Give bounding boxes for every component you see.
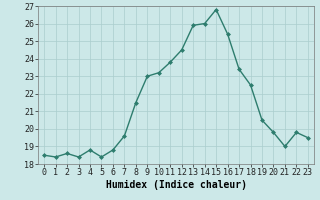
X-axis label: Humidex (Indice chaleur): Humidex (Indice chaleur) — [106, 180, 246, 190]
